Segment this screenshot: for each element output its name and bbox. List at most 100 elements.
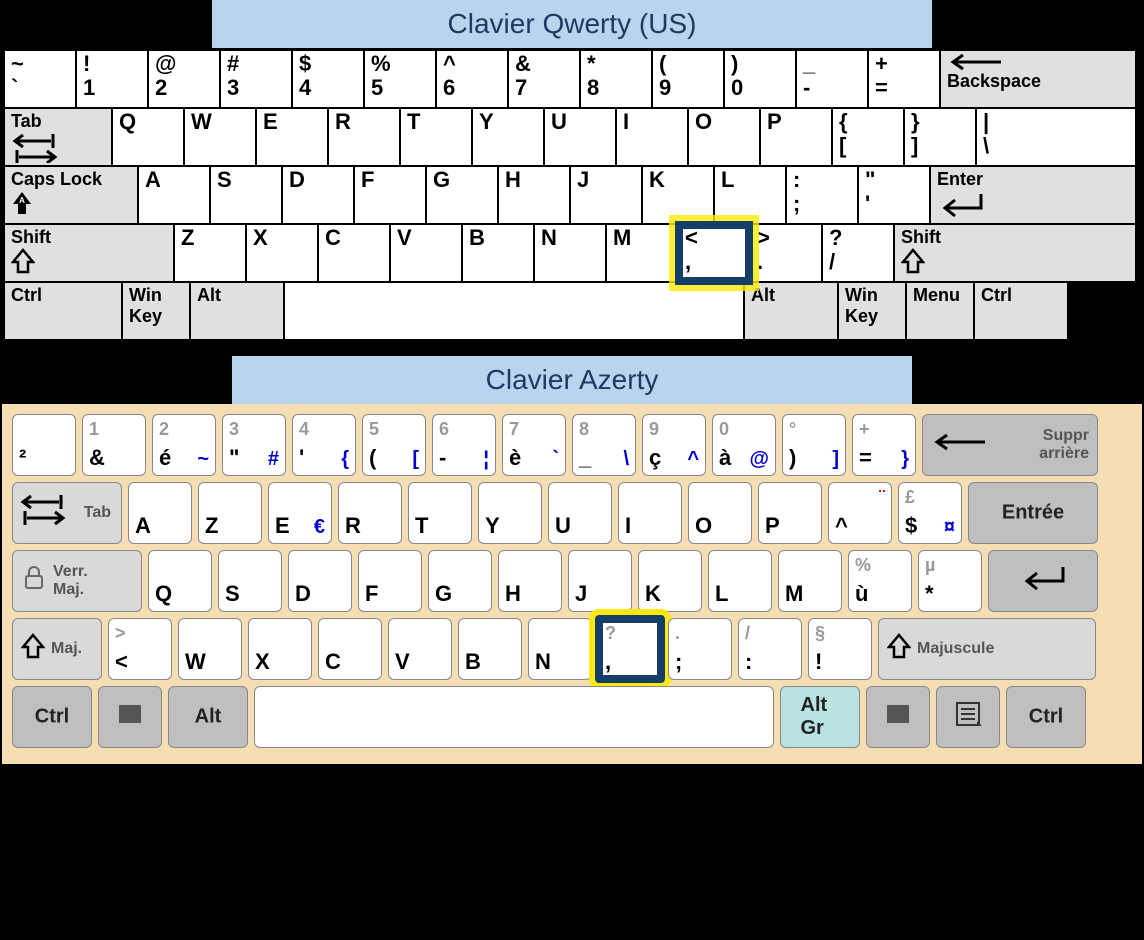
qwerty-key[interactable]: Q: [112, 108, 184, 166]
azerty-key[interactable]: µ*: [918, 550, 982, 612]
azerty-key[interactable]: G: [428, 550, 492, 612]
azerty-key[interactable]: ?,: [598, 618, 662, 680]
azerty-key[interactable]: [254, 686, 774, 748]
qwerty-key[interactable]: L: [714, 166, 786, 224]
azerty-key[interactable]: W: [178, 618, 242, 680]
qwerty-key[interactable]: }]: [904, 108, 976, 166]
qwerty-key[interactable]: S: [210, 166, 282, 224]
qwerty-key[interactable]: G: [426, 166, 498, 224]
azerty-key[interactable]: 7è`: [502, 414, 566, 476]
qwerty-key[interactable]: F: [354, 166, 426, 224]
azerty-key[interactable]: Alt: [168, 686, 248, 748]
azerty-key[interactable]: ><: [108, 618, 172, 680]
qwerty-key[interactable]: P: [760, 108, 832, 166]
azerty-key[interactable]: Entrée: [968, 482, 1098, 544]
azerty-key[interactable]: N: [528, 618, 592, 680]
azerty-key[interactable]: Ctrl: [12, 686, 92, 748]
azerty-key[interactable]: 0à@: [712, 414, 776, 476]
qwerty-key[interactable]: !1: [76, 50, 148, 108]
azerty-key[interactable]: R: [338, 482, 402, 544]
azerty-key[interactable]: ¨^: [828, 482, 892, 544]
azerty-key[interactable]: Q: [148, 550, 212, 612]
qwerty-key[interactable]: Caps LockA: [4, 166, 138, 224]
azerty-key[interactable]: 4'{: [292, 414, 356, 476]
qwerty-key[interactable]: Y: [472, 108, 544, 166]
azerty-key[interactable]: Y: [478, 482, 542, 544]
qwerty-key[interactable]: M: [606, 224, 678, 282]
qwerty-key[interactable]: $4: [292, 50, 364, 108]
qwerty-key[interactable]: Alt: [744, 282, 838, 340]
qwerty-key[interactable]: V: [390, 224, 462, 282]
qwerty-key[interactable]: J: [570, 166, 642, 224]
azerty-key[interactable]: .;: [668, 618, 732, 680]
azerty-key[interactable]: 1&: [82, 414, 146, 476]
azerty-key[interactable]: D: [288, 550, 352, 612]
azerty-key[interactable]: 6-¦: [432, 414, 496, 476]
azerty-key[interactable]: S: [218, 550, 282, 612]
azerty-key[interactable]: V: [388, 618, 452, 680]
azerty-key[interactable]: I: [618, 482, 682, 544]
qwerty-key[interactable]: K: [642, 166, 714, 224]
qwerty-key[interactable]: *8: [580, 50, 652, 108]
qwerty-key[interactable]: Ctrl: [4, 282, 122, 340]
azerty-key[interactable]: 8_\: [572, 414, 636, 476]
azerty-key[interactable]: [866, 686, 930, 748]
qwerty-key[interactable]: Enter: [930, 166, 1136, 224]
qwerty-key[interactable]: [284, 282, 744, 340]
qwerty-key[interactable]: Backspace: [940, 50, 1136, 108]
azerty-key[interactable]: H: [498, 550, 562, 612]
qwerty-key[interactable]: A: [138, 166, 210, 224]
qwerty-key[interactable]: <,: [678, 224, 750, 282]
qwerty-key[interactable]: Menu: [906, 282, 974, 340]
azerty-key[interactable]: [98, 686, 162, 748]
qwerty-key[interactable]: Shift: [894, 224, 1136, 282]
azerty-key[interactable]: B: [458, 618, 522, 680]
qwerty-key[interactable]: ~`: [4, 50, 76, 108]
qwerty-key[interactable]: ?/: [822, 224, 894, 282]
qwerty-key[interactable]: H: [498, 166, 570, 224]
qwerty-key[interactable]: Shift: [4, 224, 174, 282]
qwerty-key[interactable]: #3: [220, 50, 292, 108]
qwerty-key[interactable]: ^6: [436, 50, 508, 108]
azerty-key[interactable]: Alt Gr: [780, 686, 860, 748]
qwerty-key[interactable]: +=: [868, 50, 940, 108]
qwerty-key[interactable]: @2: [148, 50, 220, 108]
qwerty-key[interactable]: &7: [508, 50, 580, 108]
azerty-key[interactable]: 2é~: [152, 414, 216, 476]
azerty-key[interactable]: £$¤: [898, 482, 962, 544]
qwerty-key[interactable]: Win Key: [122, 282, 190, 340]
qwerty-key[interactable]: X: [246, 224, 318, 282]
azerty-key[interactable]: A: [128, 482, 192, 544]
qwerty-key[interactable]: D: [282, 166, 354, 224]
azerty-key[interactable]: ²: [12, 414, 76, 476]
qwerty-key[interactable]: Ctrl: [974, 282, 1068, 340]
azerty-key[interactable]: Supprarrière: [922, 414, 1098, 476]
azerty-key[interactable]: O: [688, 482, 752, 544]
qwerty-key[interactable]: Alt: [190, 282, 284, 340]
qwerty-key[interactable]: "': [858, 166, 930, 224]
qwerty-key[interactable]: R: [328, 108, 400, 166]
azerty-key[interactable]: %ù: [848, 550, 912, 612]
qwerty-key[interactable]: >.: [750, 224, 822, 282]
azerty-key[interactable]: P: [758, 482, 822, 544]
azerty-key[interactable]: J: [568, 550, 632, 612]
azerty-key[interactable]: 5([: [362, 414, 426, 476]
qwerty-key[interactable]: {[: [832, 108, 904, 166]
azerty-key[interactable]: /:: [738, 618, 802, 680]
azerty-key[interactable]: °)]: [782, 414, 846, 476]
qwerty-key[interactable]: %5: [364, 50, 436, 108]
azerty-key[interactable]: T: [408, 482, 472, 544]
azerty-key[interactable]: [988, 550, 1098, 612]
azerty-key[interactable]: [936, 686, 1000, 748]
azerty-key[interactable]: U: [548, 482, 612, 544]
azerty-key[interactable]: L: [708, 550, 772, 612]
qwerty-key[interactable]: O: [688, 108, 760, 166]
qwerty-key[interactable]: Win Key: [838, 282, 906, 340]
qwerty-key[interactable]: _-: [796, 50, 868, 108]
qwerty-key[interactable]: )0: [724, 50, 796, 108]
qwerty-key[interactable]: (9: [652, 50, 724, 108]
azerty-key[interactable]: K: [638, 550, 702, 612]
azerty-key[interactable]: 9ç^: [642, 414, 706, 476]
qwerty-key[interactable]: U: [544, 108, 616, 166]
azerty-key[interactable]: Tab: [12, 482, 122, 544]
